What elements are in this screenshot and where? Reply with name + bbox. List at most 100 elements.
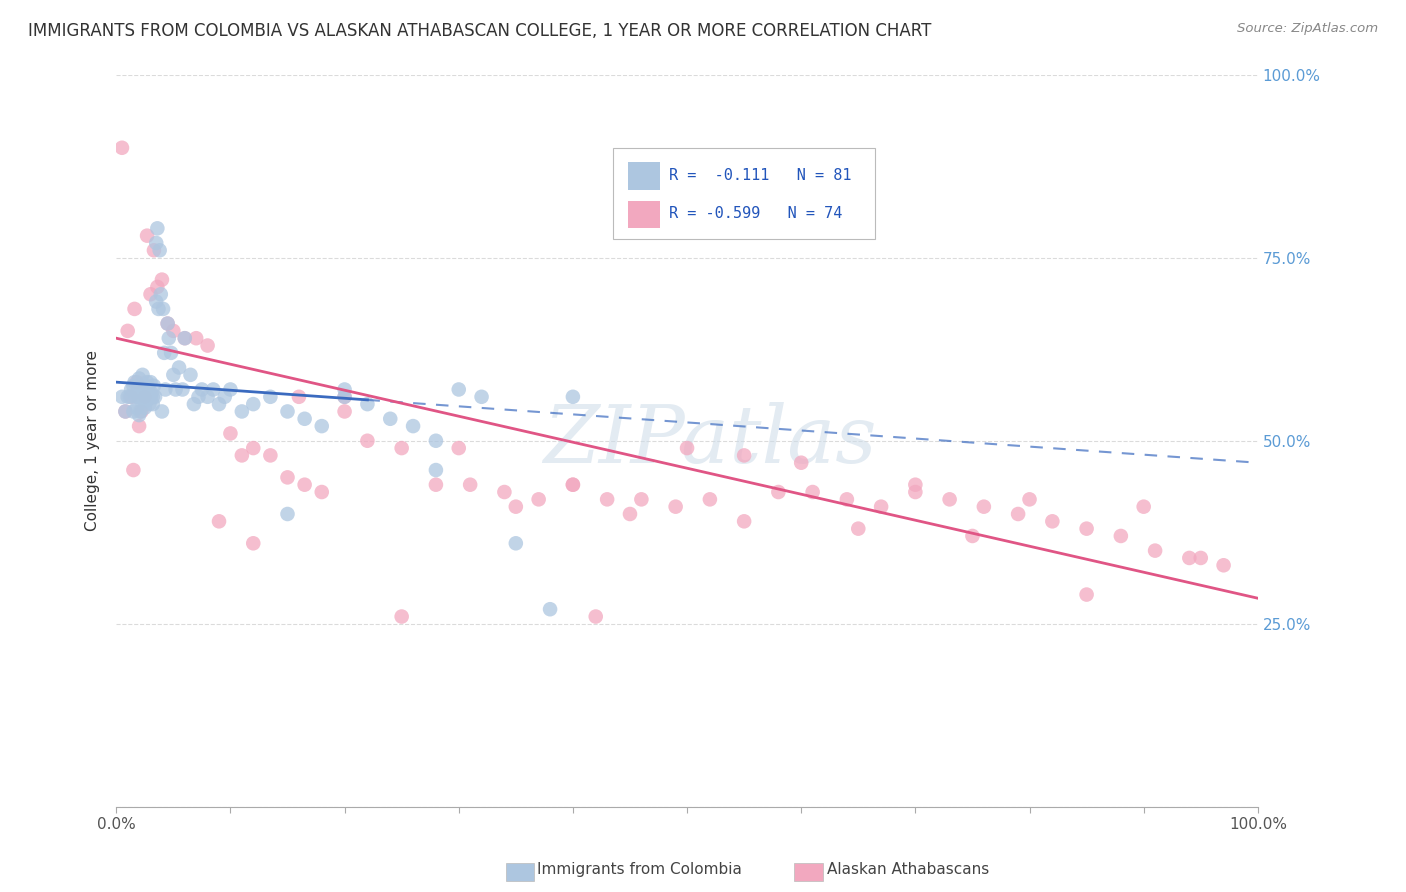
- Point: [1212, 558, 1234, 573]
- Point: [311, 419, 333, 434]
- Point: [214, 390, 236, 404]
- Point: [801, 485, 824, 500]
- Point: [356, 434, 378, 448]
- Point: [125, 375, 148, 389]
- Point: [142, 397, 165, 411]
- Text: IMMIGRANTS FROM COLOMBIA VS ALASKAN ATHABASCAN COLLEGE, 1 YEAR OR MORE CORRELATI: IMMIGRANTS FROM COLOMBIA VS ALASKAN ATHA…: [28, 22, 932, 40]
- Point: [585, 609, 607, 624]
- Y-axis label: College, 1 year or more: College, 1 year or more: [86, 351, 100, 532]
- Point: [1109, 529, 1132, 543]
- Point: [117, 324, 139, 338]
- Point: [148, 301, 170, 316]
- Point: [527, 492, 550, 507]
- Point: [402, 419, 425, 434]
- Point: [142, 390, 165, 404]
- Point: [333, 390, 356, 404]
- Point: [128, 408, 150, 422]
- Point: [128, 371, 150, 385]
- Point: [197, 338, 219, 352]
- Point: [138, 397, 160, 411]
- Point: [136, 375, 159, 389]
- Point: [1144, 543, 1167, 558]
- Point: [208, 514, 231, 528]
- Point: [294, 477, 316, 491]
- Point: [973, 500, 995, 514]
- Point: [458, 477, 481, 491]
- Point: [153, 346, 176, 360]
- Point: [146, 221, 169, 235]
- Point: [173, 331, 195, 345]
- Point: [141, 386, 163, 401]
- Point: [242, 441, 264, 455]
- Point: [136, 393, 159, 408]
- Point: [135, 379, 157, 393]
- Point: [152, 301, 174, 316]
- Point: [505, 536, 527, 550]
- Point: [183, 397, 205, 411]
- Point: [904, 477, 927, 491]
- Point: [311, 485, 333, 500]
- Point: [1040, 514, 1063, 528]
- Point: [259, 390, 281, 404]
- Point: [676, 441, 699, 455]
- Point: [114, 404, 136, 418]
- Point: [167, 360, 190, 375]
- Point: [134, 401, 156, 415]
- Point: [136, 383, 159, 397]
- Point: [333, 404, 356, 418]
- Point: [197, 390, 219, 404]
- Point: [231, 449, 253, 463]
- Point: [938, 492, 960, 507]
- Point: [242, 536, 264, 550]
- Point: [276, 507, 298, 521]
- Point: [447, 441, 470, 455]
- Point: [139, 287, 162, 301]
- Point: [165, 383, 187, 397]
- Point: [962, 529, 984, 543]
- Point: [447, 383, 470, 397]
- Point: [219, 426, 242, 441]
- Point: [1189, 550, 1212, 565]
- Point: [538, 602, 561, 616]
- Point: [186, 331, 208, 345]
- Point: [149, 244, 172, 258]
- Text: Immigrants from Colombia: Immigrants from Colombia: [537, 863, 742, 877]
- Point: [231, 404, 253, 418]
- Point: [134, 390, 156, 404]
- FancyBboxPatch shape: [627, 162, 659, 190]
- Point: [356, 397, 378, 411]
- FancyBboxPatch shape: [613, 148, 876, 239]
- Point: [124, 301, 146, 316]
- Point: [117, 390, 139, 404]
- Point: [219, 383, 242, 397]
- Point: [136, 390, 159, 404]
- Point: [425, 434, 447, 448]
- Point: [380, 411, 402, 425]
- Point: [160, 346, 183, 360]
- Text: R =  -0.111   N = 81: R = -0.111 N = 81: [669, 168, 851, 183]
- Point: [561, 390, 583, 404]
- Point: [134, 390, 156, 404]
- Point: [1076, 522, 1098, 536]
- Point: [142, 379, 165, 393]
- Point: [156, 317, 179, 331]
- Point: [125, 401, 148, 415]
- Point: [202, 383, 225, 397]
- Point: [619, 507, 641, 521]
- Point: [122, 463, 145, 477]
- Point: [208, 397, 231, 411]
- Point: [733, 449, 755, 463]
- Point: [494, 485, 516, 500]
- Point: [391, 609, 413, 624]
- Point: [391, 441, 413, 455]
- Point: [111, 390, 134, 404]
- Point: [699, 492, 721, 507]
- Point: [122, 404, 145, 418]
- Point: [111, 141, 134, 155]
- Point: [333, 390, 356, 404]
- Point: [294, 411, 316, 425]
- Point: [276, 470, 298, 484]
- Point: [132, 383, 155, 397]
- Point: [561, 477, 583, 491]
- Point: [128, 390, 150, 404]
